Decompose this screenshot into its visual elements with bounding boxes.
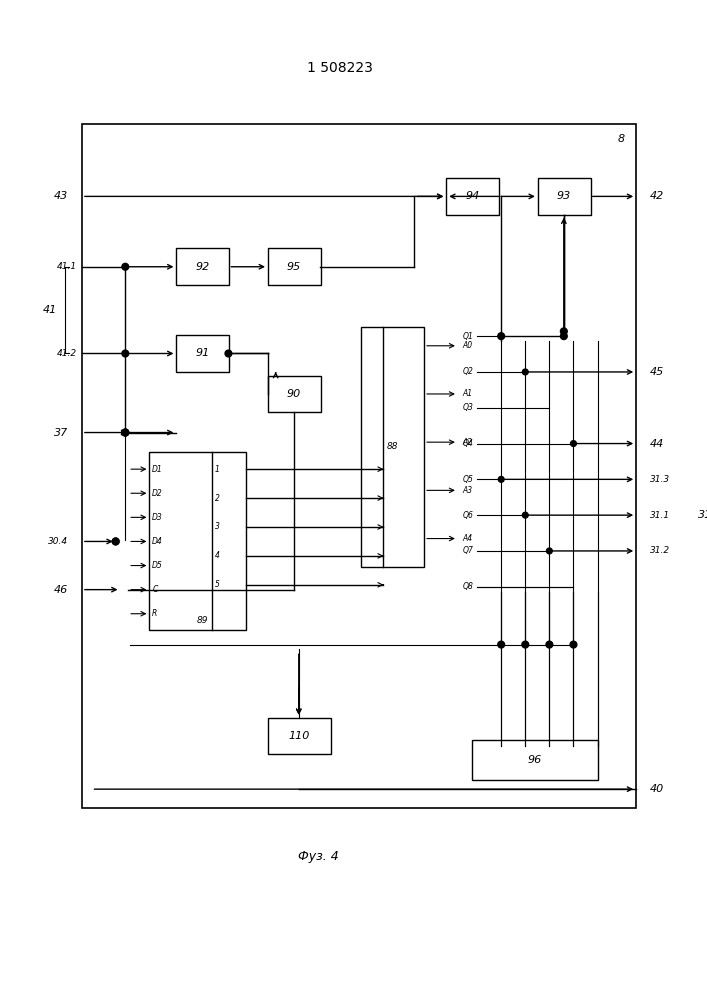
Text: Q7: Q7 (462, 546, 474, 555)
Text: R: R (152, 609, 158, 618)
Bar (361, 327, 424, 567)
Bar (149, 452, 246, 630)
Circle shape (522, 512, 528, 518)
Text: A0: A0 (462, 341, 473, 350)
Text: Q4: Q4 (462, 439, 474, 448)
Text: 88: 88 (387, 442, 398, 451)
Text: 5: 5 (215, 580, 220, 589)
Text: 3: 3 (215, 522, 220, 531)
Text: 8: 8 (618, 134, 625, 144)
Text: 110: 110 (288, 731, 310, 741)
Bar (268, 248, 321, 285)
Text: 96: 96 (528, 755, 542, 765)
Text: C: C (152, 585, 158, 594)
Text: 31: 31 (698, 510, 707, 520)
Text: Фуз. 4: Фуз. 4 (298, 850, 339, 863)
Text: Q5: Q5 (462, 475, 474, 484)
Text: 92: 92 (195, 262, 209, 272)
Text: Q1: Q1 (462, 332, 474, 341)
Text: 45: 45 (650, 367, 664, 377)
Text: 1 508223: 1 508223 (308, 61, 373, 75)
Text: A1: A1 (462, 389, 473, 398)
Bar (538, 178, 591, 215)
Circle shape (498, 476, 504, 482)
Circle shape (522, 369, 528, 375)
Circle shape (122, 350, 129, 357)
Circle shape (122, 429, 129, 436)
Text: 30.4: 30.4 (48, 537, 69, 546)
Circle shape (122, 263, 129, 270)
Bar (472, 740, 597, 780)
Text: 2: 2 (215, 494, 220, 503)
Text: Q3: Q3 (462, 403, 474, 412)
Text: 1: 1 (215, 465, 220, 474)
Text: 41.2: 41.2 (57, 349, 77, 358)
Text: Q6: Q6 (462, 511, 474, 520)
Text: 43: 43 (54, 191, 69, 201)
Circle shape (498, 641, 505, 648)
Text: D5: D5 (152, 561, 163, 570)
Text: 42: 42 (650, 191, 664, 201)
Circle shape (522, 641, 529, 648)
Circle shape (122, 429, 129, 436)
Text: 4: 4 (215, 551, 220, 560)
Text: 90: 90 (287, 389, 301, 399)
Text: 41.1: 41.1 (57, 262, 77, 271)
Circle shape (570, 641, 577, 648)
Text: 95: 95 (287, 262, 301, 272)
Circle shape (112, 538, 119, 545)
Text: Q2: Q2 (462, 367, 474, 376)
Text: 44: 44 (650, 439, 664, 449)
Circle shape (122, 429, 129, 436)
Text: 40: 40 (650, 784, 664, 794)
Bar (82, 124, 636, 808)
Text: 31.2: 31.2 (650, 546, 670, 555)
Text: A2: A2 (462, 438, 473, 447)
Text: D4: D4 (152, 537, 163, 546)
Bar (176, 248, 229, 285)
Text: 91: 91 (195, 348, 209, 358)
Circle shape (112, 538, 119, 545)
Circle shape (561, 328, 567, 335)
Text: 89: 89 (197, 616, 208, 625)
Text: 37: 37 (54, 428, 69, 438)
Text: D3: D3 (152, 513, 163, 522)
Text: A3: A3 (462, 486, 473, 495)
Text: 46: 46 (54, 585, 69, 595)
Text: A4: A4 (462, 534, 473, 543)
Text: D2: D2 (152, 489, 163, 498)
Text: Q8: Q8 (462, 582, 474, 591)
Circle shape (225, 350, 232, 357)
Text: 94: 94 (465, 191, 479, 201)
Text: 31.3: 31.3 (650, 475, 670, 484)
Circle shape (498, 333, 504, 339)
Bar (268, 376, 321, 412)
Circle shape (561, 333, 567, 340)
Circle shape (547, 548, 552, 554)
Text: 93: 93 (556, 191, 571, 201)
Bar (176, 335, 229, 372)
Text: 31.1: 31.1 (650, 511, 670, 520)
Circle shape (498, 333, 505, 340)
Bar (268, 718, 331, 754)
Circle shape (571, 441, 576, 446)
Text: D1: D1 (152, 465, 163, 474)
Text: 41: 41 (42, 305, 57, 315)
Circle shape (546, 641, 553, 648)
Bar (446, 178, 499, 215)
